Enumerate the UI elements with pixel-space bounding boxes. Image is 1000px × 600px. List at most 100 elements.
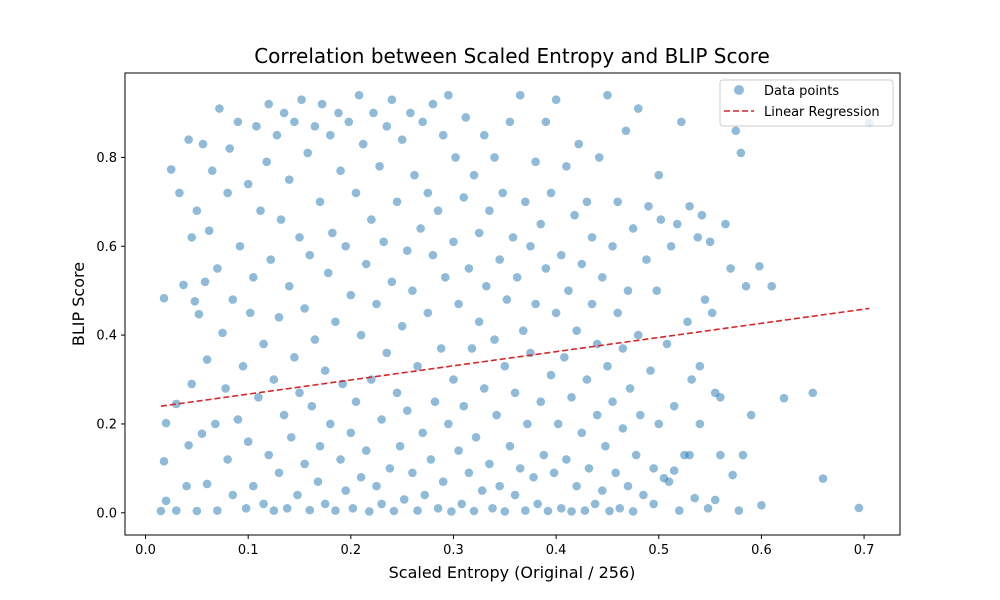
data-point	[551, 95, 561, 104]
data-point	[211, 419, 220, 429]
data-point	[746, 410, 756, 420]
data-point	[700, 295, 710, 304]
data-point	[249, 481, 258, 491]
data-point	[690, 493, 699, 503]
data-point	[187, 379, 197, 389]
data-point	[621, 126, 631, 136]
data-point	[336, 455, 345, 464]
data-point	[418, 428, 427, 438]
data-point	[361, 259, 371, 269]
data-point	[305, 505, 315, 515]
data-point	[279, 410, 289, 420]
data-points-layer	[156, 90, 874, 516]
data-point	[300, 304, 309, 313]
data-point	[159, 456, 169, 466]
data-point	[546, 370, 556, 380]
data-point	[218, 328, 227, 338]
data-point	[642, 255, 651, 264]
data-point	[523, 419, 532, 429]
data-point	[703, 504, 713, 513]
data-point	[572, 326, 581, 335]
data-point	[274, 313, 284, 322]
data-point	[551, 308, 561, 318]
data-point	[474, 317, 484, 327]
data-point	[572, 481, 581, 491]
data-point	[710, 495, 720, 505]
data-point	[716, 392, 725, 402]
data-point	[264, 450, 274, 460]
data-point	[305, 250, 315, 260]
data-point	[533, 499, 542, 509]
data-point	[695, 419, 705, 429]
data-point	[320, 366, 330, 375]
data-point	[531, 157, 540, 167]
data-point	[187, 233, 197, 242]
data-point	[618, 344, 628, 353]
data-point	[259, 499, 268, 509]
data-point	[290, 353, 299, 362]
data-point	[490, 335, 499, 344]
data-point	[459, 193, 469, 202]
data-point	[529, 472, 538, 482]
data-point	[413, 506, 422, 515]
data-point	[479, 130, 489, 140]
data-point	[546, 188, 556, 198]
data-point	[510, 490, 520, 500]
data-point	[328, 228, 337, 238]
data-point	[656, 215, 666, 224]
data-point	[372, 481, 381, 491]
data-point	[264, 99, 274, 109]
data-point	[241, 504, 251, 513]
data-point	[615, 504, 625, 513]
data-point	[233, 415, 243, 424]
x-axis: 0.0 0.1 0.2 0.3 0.4 0.5 0.6 0.7	[135, 535, 874, 558]
data-point	[290, 117, 299, 127]
data-point	[482, 281, 491, 291]
data-point	[512, 273, 522, 282]
data-point	[348, 504, 358, 513]
data-point	[392, 388, 402, 398]
data-point	[495, 255, 504, 264]
data-point	[500, 361, 510, 371]
data-point	[541, 117, 551, 127]
data-point	[734, 506, 744, 515]
data-point	[395, 441, 405, 451]
data-point	[467, 344, 477, 353]
data-point	[207, 166, 217, 176]
plot-frame	[124, 72, 901, 536]
data-point	[197, 429, 207, 439]
data-point	[644, 201, 653, 211]
x-tick-label: 0.3	[443, 543, 464, 558]
data-point	[461, 113, 471, 122]
data-point	[204, 226, 214, 235]
data-point	[323, 268, 333, 278]
data-point	[315, 197, 325, 207]
data-point	[356, 472, 366, 482]
data-point	[639, 490, 648, 500]
data-point	[738, 450, 748, 460]
data-point	[613, 308, 623, 318]
data-point	[687, 375, 696, 384]
data-point	[469, 170, 479, 180]
data-point	[471, 432, 481, 442]
legend-marker-data-points	[734, 85, 744, 95]
data-point	[584, 464, 594, 473]
data-point	[354, 90, 364, 100]
data-point	[418, 117, 427, 127]
data-point	[707, 308, 717, 318]
data-point	[541, 264, 551, 273]
data-point	[223, 188, 232, 198]
data-point	[438, 477, 448, 486]
data-point	[377, 415, 386, 424]
data-point	[469, 506, 479, 516]
data-point	[344, 117, 354, 127]
data-point	[608, 241, 617, 251]
x-tick-label: 0.1	[238, 543, 259, 558]
data-point	[213, 264, 222, 273]
y-axis: 0.0 0.2 0.4 0.6 0.8	[96, 151, 125, 521]
x-tick-label: 0.6	[751, 543, 772, 558]
data-point	[397, 135, 407, 144]
data-point	[365, 507, 374, 516]
data-point	[654, 170, 664, 180]
data-point	[556, 250, 566, 260]
